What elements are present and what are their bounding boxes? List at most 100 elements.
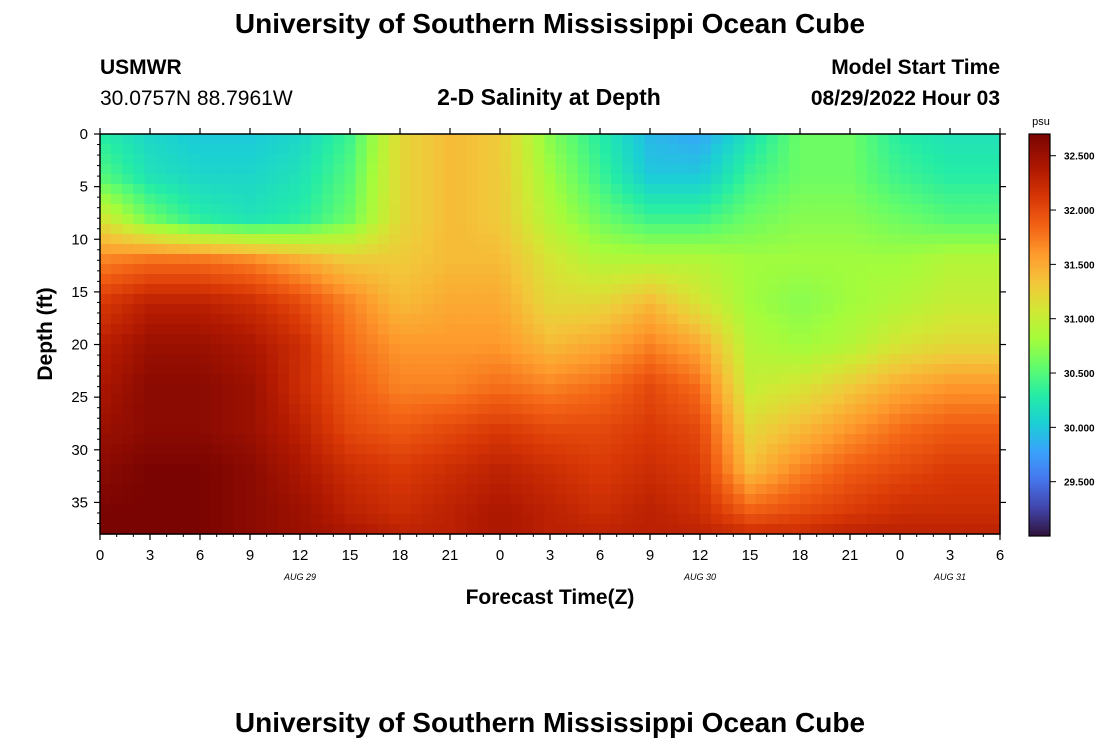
heatmap-cell [600,494,612,505]
heatmap-cell [466,504,479,515]
heatmap-cell [111,424,123,435]
heatmap-cell [122,344,134,355]
heatmap-cell [277,274,290,285]
heatmap-cell [422,314,434,325]
heatmap-cell [522,354,534,365]
heatmap-cell [511,264,523,275]
heatmap-cell [833,424,846,435]
heatmap-cell [255,514,268,525]
heatmap-cell [211,424,223,435]
heatmap-cell [555,294,568,305]
heatmap-cell [233,294,246,305]
heatmap-cell [533,454,546,465]
heatmap-cell [866,414,879,425]
heatmap-cell [488,304,501,315]
heatmap-cell [911,444,923,455]
heatmap-cell [766,334,779,345]
heatmap-cell [611,244,623,255]
heatmap-cell [644,294,657,305]
heatmap-cell [900,244,912,255]
heatmap-cell [855,444,868,455]
heatmap-cell [933,334,946,345]
heatmap-cell [511,454,523,465]
heatmap-cell [633,324,646,335]
heatmap-cell [977,484,990,495]
heatmap-cell [555,284,568,295]
heatmap-cell [188,434,201,445]
heatmap-cell [166,164,179,175]
heatmap-cell [611,474,623,485]
heatmap-cell [477,424,490,435]
heatmap-cell [700,244,712,255]
heatmap-cell [644,504,657,515]
y-tick-label: 35 [71,494,88,511]
heatmap-cell [244,344,257,355]
heatmap-cell [722,154,734,165]
heatmap-cell [400,484,412,495]
heatmap-cell [600,154,612,165]
heatmap-cell [700,154,712,165]
heatmap-cell [866,144,879,155]
heatmap-cell [777,484,790,495]
heatmap-cell [977,174,990,185]
heatmap-cell [877,224,890,235]
heatmap-cell [800,354,812,365]
heatmap-cell [988,274,1001,285]
heatmap-cell [611,434,623,445]
heatmap-cell [444,464,457,475]
heatmap-cell [488,204,501,215]
heatmap-cell [977,454,990,465]
heatmap-cell [388,434,401,445]
heatmap-cell [955,474,968,485]
heatmap-cell [677,144,690,155]
heatmap-cell [522,154,534,165]
heatmap-cell [955,364,968,375]
heatmap-cell [722,324,734,335]
heatmap-cell [666,484,679,495]
heatmap-cell [711,234,723,245]
heatmap-cell [700,134,712,145]
heatmap-cell [988,244,1001,255]
heatmap-cell [733,454,746,465]
heatmap-cell [466,234,479,245]
heatmap-cell [444,424,457,435]
heatmap-cell [766,304,779,315]
heatmap-cell [955,524,968,535]
heatmap-cell [922,344,934,355]
heatmap-cell [877,244,890,255]
heatmap-cell [366,204,379,215]
heatmap-cell [222,374,234,385]
heatmap-cell [422,364,434,375]
heatmap-cell [522,214,534,225]
heatmap-cell [255,274,268,285]
heatmap-cell [255,444,268,455]
heatmap-cell [288,374,301,385]
heatmap-cell [744,524,757,535]
heatmap-cell [600,234,612,245]
heatmap-cell [988,164,1001,175]
heatmap-cell [844,454,857,465]
heatmap-cell [455,234,468,245]
heatmap-cell [511,434,523,445]
heatmap-cell [866,164,879,175]
heatmap-cell [922,484,934,495]
heatmap-cell [477,264,490,275]
heatmap-cell [633,294,646,305]
x-tick-label: 18 [792,547,809,564]
heatmap-cell [566,244,579,255]
heatmap-cell [977,164,990,175]
heatmap-cell [400,524,412,535]
heatmap-cell [866,494,879,505]
heatmap-cell [944,204,957,215]
heatmap-cell [244,154,257,165]
heatmap-cell [222,444,234,455]
heatmap-cell [777,374,790,385]
heatmap-cell [800,384,812,395]
heatmap-cell [866,354,879,365]
heatmap-cell [422,334,434,345]
heatmap-cell [266,394,279,405]
heatmap-cell [722,224,734,235]
heatmap-cell [322,514,334,525]
heatmap-cell [577,514,590,525]
heatmap-cell [688,374,701,385]
